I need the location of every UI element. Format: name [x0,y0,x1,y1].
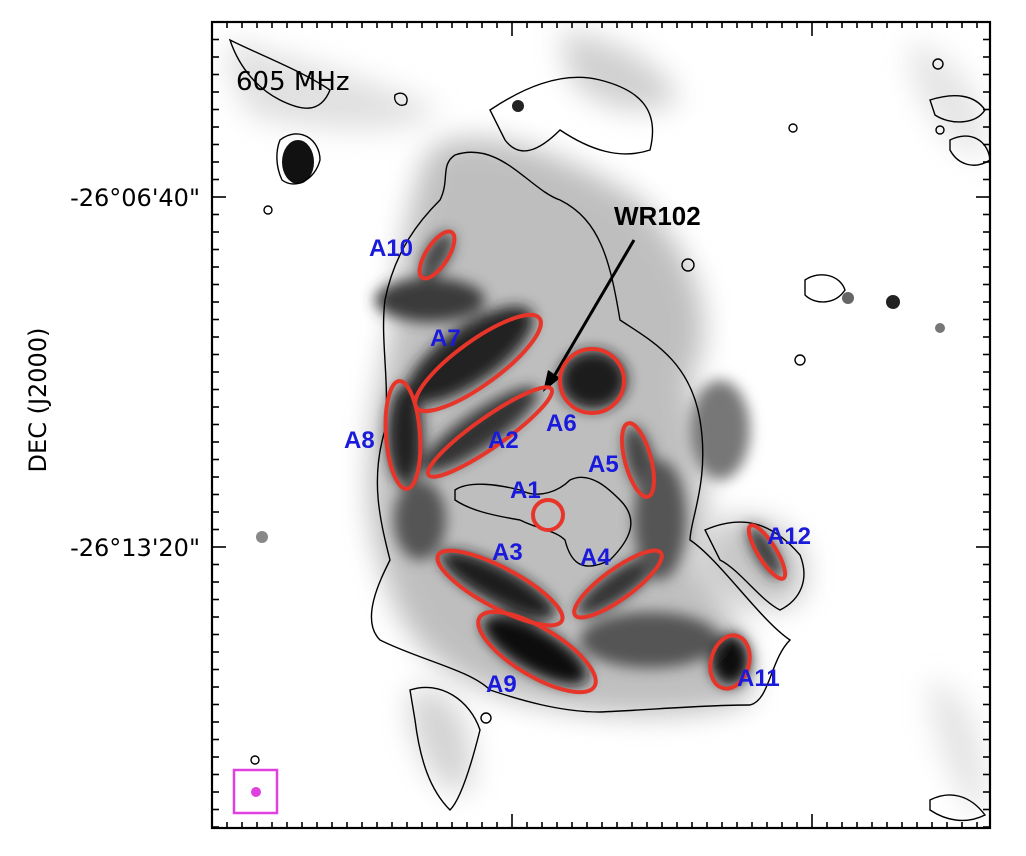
region-a1-ellipse [531,498,565,532]
region-label-a1: A1 [510,477,541,504]
region-label-a9: A9 [486,671,517,698]
star-pointer-line [551,239,636,379]
region-label-a12: A12 [767,523,811,550]
region-a8-ellipse [383,379,423,491]
y-axis-label: DEC (J2000) [24,328,52,473]
beam-dot [251,787,261,797]
region-label-a6: A6 [546,410,577,437]
frequency-label: 605 MHz [236,67,350,97]
region-a6-ellipse [558,347,626,415]
region-a11-ellipse [708,633,752,691]
frame-ticks [212,22,990,828]
region-a9-ellipse [476,609,598,695]
region-a2-ellipse [425,385,555,479]
region-labels: A1 A2 A3 A4 A5 A6 A7 A8 A9 A10 A11 A12 [344,235,811,698]
beam-box [232,768,279,815]
region-label-a4: A4 [580,544,611,571]
region-label-a10: A10 [369,235,413,262]
region-label-a2: A2 [488,427,519,454]
region-a4-ellipse [572,548,664,620]
region-a12-ellipse [746,523,788,581]
region-a10-ellipse [417,229,457,281]
region-a5-ellipse [620,421,656,499]
y-tick-label-1: -26°06'40" [70,184,200,212]
region-label-a8: A8 [344,427,375,454]
y-tick-label-2: -26°13'20" [70,534,200,562]
beam-ellipse-icon [232,768,279,815]
region-label-a11: A11 [737,665,780,692]
region-ellipses [383,229,788,695]
region-label-a5: A5 [588,451,619,478]
region-a3-ellipse [435,548,565,628]
region-label-a3: A3 [492,539,523,566]
star-label: WR102 [614,201,701,231]
region-label-a7: A7 [430,325,461,352]
contour-lines [228,38,990,822]
